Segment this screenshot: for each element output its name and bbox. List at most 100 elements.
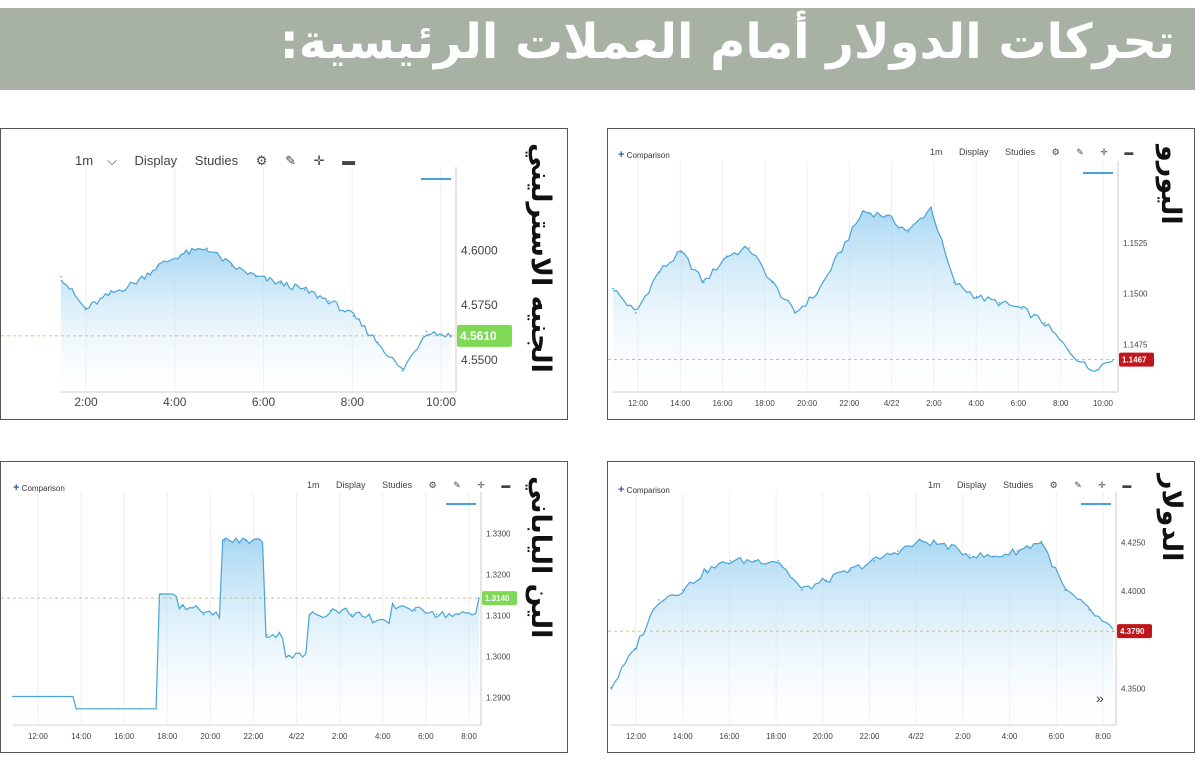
data-point	[206, 247, 209, 250]
pencil-icon[interactable]: ✎	[453, 480, 461, 490]
x-tick-label: 6:00	[1011, 399, 1027, 408]
x-tick-label: 2:00	[926, 399, 942, 408]
x-tick-label: 6:00	[1049, 732, 1065, 741]
data-point	[944, 544, 947, 546]
y-tick-label: 1.3000	[486, 653, 511, 662]
chart-label-yen: الين الياباني	[525, 476, 556, 639]
comment-icon[interactable]: ▬	[342, 153, 356, 168]
gear-icon[interactable]: ⚙	[1051, 147, 1060, 157]
x-tick-label: 20:00	[200, 732, 221, 741]
y-tick-label: 4.3500	[1121, 685, 1146, 694]
studies-menu[interactable]: Studies	[1003, 480, 1034, 490]
crosshair-icon[interactable]: ✛	[1100, 147, 1108, 157]
display-menu[interactable]: Display	[336, 480, 366, 490]
chevron-down-icon: ⌵	[107, 153, 117, 168]
studies-menu[interactable]: Studies	[1005, 147, 1036, 157]
y-tick-label: 4.4000	[1121, 587, 1146, 596]
data-point	[839, 251, 842, 253]
display-menu[interactable]: Display	[957, 480, 987, 490]
data-point	[849, 569, 851, 572]
display-menu[interactable]: Display	[959, 147, 989, 157]
price-tag-bg	[457, 324, 512, 347]
data-point	[255, 275, 257, 278]
gear-icon[interactable]: ⚙	[428, 480, 437, 490]
interval-select[interactable]: 1m	[75, 153, 94, 168]
x-tick-label: 2:00	[74, 395, 98, 409]
data-point	[287, 654, 290, 657]
data-point	[794, 312, 796, 314]
pencil-icon[interactable]: ✎	[1076, 147, 1084, 157]
interval-select[interactable]: 1m	[930, 147, 943, 157]
x-tick-label: 4/22	[908, 732, 924, 741]
data-point	[96, 708, 99, 710]
comparison-button[interactable]: + Comparison	[13, 482, 65, 494]
y-tick-label: 4.5750	[461, 298, 498, 312]
data-point	[1040, 540, 1043, 543]
data-point	[181, 605, 184, 608]
y-tick-label: 1.3200	[486, 571, 511, 580]
price-tag: 4.5610	[460, 329, 497, 343]
data-point	[303, 289, 306, 291]
data-point	[33, 695, 35, 698]
crosshair-icon[interactable]: ✛	[477, 480, 485, 490]
data-point	[884, 214, 887, 217]
data-point	[118, 708, 120, 710]
comparison-button[interactable]: + Comparison	[618, 149, 670, 161]
pencil-icon[interactable]: ✎	[1074, 480, 1082, 490]
data-point	[393, 605, 396, 608]
x-tick-label: 22:00	[839, 399, 860, 408]
x-tick-label: 4:00	[163, 395, 187, 409]
data-point	[816, 291, 819, 294]
data-point	[777, 560, 780, 562]
chart-label-dollar: الدولار	[1156, 474, 1187, 562]
data-point	[953, 281, 955, 284]
comparison-button[interactable]: + Comparison	[618, 484, 670, 496]
data-point	[705, 569, 708, 572]
data-point	[753, 560, 756, 562]
display-menu[interactable]: Display	[134, 153, 178, 168]
yen-chart: 12:00 14:00 16:00 18:00 20:00 22:00 4/22 2:00 4:…	[1, 492, 517, 741]
data-point	[1066, 348, 1069, 351]
crosshair-icon[interactable]: ✛	[313, 153, 325, 168]
gear-icon[interactable]: ⚙	[1049, 480, 1058, 490]
x-tick-label: 10:00	[426, 395, 456, 409]
comment-icon[interactable]: ▬	[1124, 147, 1134, 157]
data-point	[425, 330, 428, 333]
studies-menu[interactable]: Studies	[382, 480, 413, 490]
header-banner: تحركات الدولار أمام العملات الرئيسية:	[0, 8, 1195, 90]
gear-icon[interactable]: ⚙	[255, 153, 268, 168]
interval-select[interactable]: 1m	[928, 480, 941, 490]
x-tick-label: 12:00	[28, 732, 49, 741]
crosshair-icon[interactable]: ✛	[1098, 480, 1106, 490]
x-tick-label: 20:00	[813, 732, 834, 741]
data-point	[245, 539, 247, 542]
data-point	[873, 560, 875, 562]
price-tag: 1.3140	[485, 594, 510, 603]
data-point	[54, 695, 57, 698]
y-tick-label: 1.3300	[486, 530, 511, 539]
data-point	[907, 230, 910, 233]
plus-icon: +	[618, 484, 625, 496]
x-tick-label: 16:00	[114, 732, 135, 741]
data-point	[657, 271, 660, 274]
more-button[interactable]: »	[1096, 690, 1104, 706]
data-point	[998, 302, 1001, 304]
chart-toolbar: 1m Display Studies ⚙ ✎ ✛ ▬	[307, 480, 524, 491]
comment-icon[interactable]: ▬	[1122, 480, 1132, 490]
chart-label-pound: الجنيه الاسترليني	[525, 143, 556, 373]
comment-icon[interactable]: ▬	[501, 480, 511, 490]
interval-select[interactable]: 1m	[307, 480, 320, 490]
dollar-chart-panel: 12:00 14:00 16:00 18:00 20:00 22:00 4/22 2:00 4:…	[607, 461, 1195, 753]
yen-chart-panel: 12:00 14:00 16:00 18:00 20:00 22:00 4/22 2:00 4:…	[0, 461, 568, 753]
studies-menu[interactable]: Studies	[194, 153, 239, 168]
x-tick-label: 16:00	[719, 732, 740, 741]
x-tick-label: 22:00	[243, 732, 264, 741]
chart-toolbar: 1m Display Studies ⚙ ✎ ✛ ▬	[928, 480, 1145, 491]
pencil-icon[interactable]: ✎	[285, 153, 296, 168]
x-tick-label: 18:00	[755, 399, 776, 408]
x-tick-label: 16:00	[713, 399, 734, 408]
data-point	[771, 281, 773, 284]
x-tick-label: 2:00	[955, 732, 971, 741]
y-tick-label: 4.4250	[1121, 538, 1146, 547]
data-point	[992, 556, 995, 558]
